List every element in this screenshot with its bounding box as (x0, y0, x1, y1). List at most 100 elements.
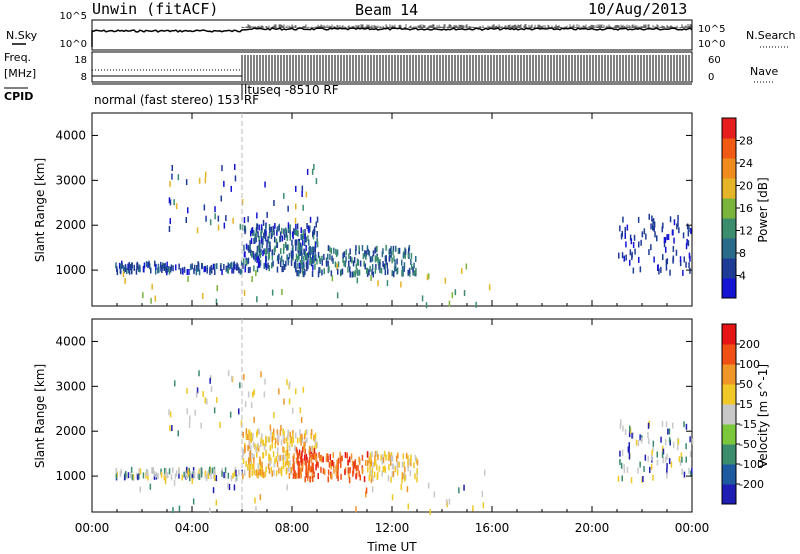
data-point (233, 471, 236, 477)
data-point (647, 432, 649, 439)
nsky-tick-top: 10^5 (60, 11, 87, 22)
freq-tick-bottom: 8 (81, 72, 87, 83)
data-point (376, 255, 378, 262)
data-point (295, 457, 298, 464)
data-point (324, 469, 326, 476)
data-point (372, 271, 374, 278)
data-point (231, 267, 233, 274)
data-point (188, 471, 190, 478)
data-point (168, 468, 171, 475)
power-panel-frame (91, 112, 693, 307)
data-point (249, 455, 252, 462)
data-point (295, 239, 298, 246)
data-point (365, 487, 368, 494)
data-point (249, 266, 251, 273)
data-point (335, 251, 338, 258)
data-point (205, 171, 207, 178)
data-point (286, 244, 288, 251)
data-point (352, 260, 355, 267)
data-point (166, 261, 168, 268)
data-point (660, 266, 662, 273)
data-point (627, 446, 630, 453)
data-point (368, 474, 370, 481)
data-point (189, 415, 191, 422)
data-point (357, 464, 359, 471)
colorbar-segment (722, 238, 736, 259)
data-point (280, 466, 283, 473)
data-point (204, 397, 206, 404)
data-point (305, 245, 307, 252)
data-point (685, 423, 688, 430)
data-point (273, 236, 276, 243)
data-point (666, 234, 668, 241)
data-point (402, 270, 404, 277)
data-point (371, 466, 374, 473)
data-point (309, 259, 311, 266)
data-point (278, 467, 280, 474)
data-point (374, 267, 377, 274)
data-point (296, 453, 299, 460)
data-point (378, 263, 380, 270)
data-point (671, 229, 674, 236)
data-point (392, 245, 395, 252)
data-point (127, 267, 130, 274)
data-point (296, 449, 298, 456)
data-point (632, 432, 634, 439)
data-point (282, 458, 285, 465)
data-point (341, 455, 343, 462)
data-point (250, 249, 252, 256)
freq-unit: [MHz] (4, 67, 36, 80)
data-point (276, 242, 278, 248)
data-point (355, 263, 358, 270)
data-point (631, 432, 633, 439)
data-point (247, 464, 249, 471)
data-point (300, 249, 302, 256)
date-title: 10/Aug/2013 (588, 0, 688, 18)
data-point (358, 456, 360, 463)
data-point (202, 293, 204, 299)
data-point (280, 470, 283, 477)
data-point (195, 269, 198, 276)
data-point (201, 263, 203, 270)
data-point (371, 256, 373, 263)
data-point (265, 248, 267, 255)
data-point (313, 471, 315, 478)
data-point (685, 243, 688, 250)
data-point (314, 242, 317, 249)
data-point (250, 228, 253, 235)
data-point (256, 444, 259, 451)
data-point (344, 469, 346, 476)
data-point (691, 467, 693, 474)
data-point (448, 498, 451, 505)
colorbar-frame (721, 323, 737, 505)
data-point (287, 244, 289, 251)
data-point (296, 437, 299, 444)
data-point (243, 290, 246, 296)
data-point (206, 398, 208, 405)
data-point (253, 265, 255, 272)
data-point (382, 248, 384, 255)
data-point (276, 450, 279, 457)
data-point (220, 195, 222, 202)
data-point (257, 255, 260, 262)
data-point (271, 254, 274, 261)
data-point (276, 226, 279, 233)
data-point (214, 472, 216, 478)
data-point (624, 429, 627, 435)
data-point (115, 473, 118, 480)
data-point (298, 472, 301, 479)
data-point (294, 445, 296, 452)
data-point (641, 231, 644, 238)
y-tick-label: 2000 (55, 424, 86, 438)
data-point (268, 232, 271, 239)
data-point (650, 244, 652, 251)
data-point (301, 437, 304, 444)
data-point (196, 265, 199, 272)
data-point (132, 473, 134, 480)
data-point (397, 452, 399, 459)
data-point (426, 274, 429, 281)
data-point (286, 254, 288, 261)
data-point (310, 260, 313, 267)
data-point (259, 252, 262, 259)
data-point (621, 230, 623, 237)
